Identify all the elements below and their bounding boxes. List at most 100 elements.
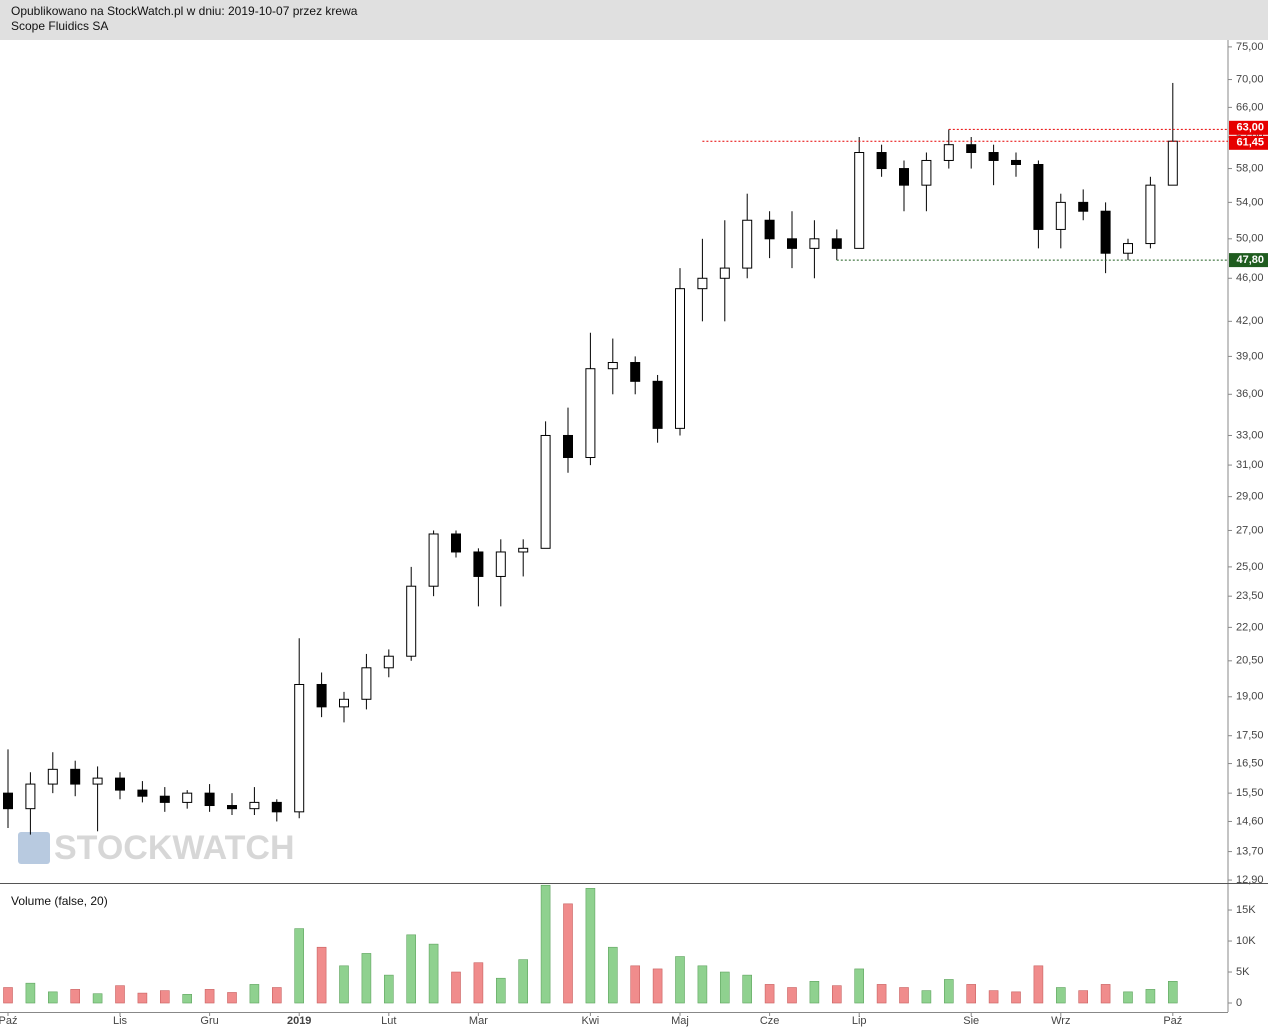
x-tick-label: Maj	[671, 1015, 689, 1027]
candle-body	[227, 805, 237, 810]
y-tick-label: 66,00	[1236, 101, 1264, 113]
volume-bar	[742, 974, 753, 1004]
volume-bar	[943, 979, 954, 1004]
volume-bar	[899, 987, 909, 1004]
candle-body	[1055, 201, 1066, 230]
x-tick-label: Lut	[381, 1015, 396, 1027]
x-tick-label: Lis	[113, 1015, 128, 1027]
volume-bar	[271, 987, 282, 1004]
candle-body	[607, 362, 618, 370]
volume-bar	[47, 991, 58, 1004]
candle-body	[339, 698, 349, 708]
volume-bar	[3, 987, 13, 1004]
candle-body	[1078, 201, 1089, 212]
candle-body	[115, 777, 125, 791]
candle-body	[406, 585, 417, 657]
candle-body	[1167, 140, 1178, 186]
volume-bar	[518, 959, 529, 1004]
volume-bar	[316, 946, 327, 1004]
x-tick-label: Paź	[1163, 1015, 1182, 1027]
y-tick-label: 27,00	[1236, 524, 1264, 536]
candle-body	[1123, 243, 1133, 254]
volume-bar	[876, 984, 887, 1004]
volume-bar	[921, 990, 932, 1004]
level-tag-label: 61,45	[1236, 137, 1264, 149]
volume-bar	[652, 968, 663, 1004]
volume-bar	[1100, 984, 1111, 1004]
candle-body	[249, 801, 260, 810]
candle-body	[518, 547, 529, 553]
volume-title: Volume (false, 20)	[11, 894, 108, 908]
volume-bar	[966, 984, 977, 1004]
volume-bar	[204, 989, 215, 1004]
volume-bar	[25, 982, 36, 1004]
volume-bar	[787, 987, 797, 1004]
candle-body	[1145, 184, 1156, 245]
volume-bar	[160, 990, 170, 1004]
candle-body	[585, 368, 596, 458]
candle-body	[876, 152, 887, 170]
volume-bar	[137, 992, 148, 1004]
candle-body	[697, 277, 708, 290]
candle-body	[294, 683, 305, 813]
y-tick-label: 36,00	[1236, 388, 1264, 400]
candle-body	[764, 219, 775, 240]
volume-bar	[854, 968, 865, 1004]
volume-bar	[361, 953, 372, 1004]
y-tick-label: 23,50	[1236, 590, 1264, 602]
volume-bar	[697, 965, 708, 1004]
candle-body	[361, 667, 372, 700]
candle-body	[92, 777, 103, 785]
y-tick-label: 14,60	[1236, 815, 1264, 827]
x-tick-label: 2019	[287, 1015, 311, 1027]
candle-body	[1100, 210, 1111, 254]
candle-body	[428, 533, 439, 587]
volume-bar	[831, 985, 842, 1004]
y-tick-label: 50,00	[1236, 233, 1264, 245]
candle-body	[204, 792, 215, 807]
candle-body	[1011, 159, 1021, 165]
volume-bar	[809, 981, 820, 1004]
volume-bar	[294, 928, 305, 1004]
candle-body	[831, 238, 842, 249]
candle-body	[966, 144, 977, 154]
volume-bar	[115, 985, 125, 1004]
candle-body	[943, 144, 954, 161]
y-tick-label: 58,00	[1236, 162, 1264, 174]
candle-body	[742, 219, 753, 269]
candle-body	[182, 792, 193, 803]
candle-body	[787, 238, 797, 249]
candle-body	[451, 533, 461, 553]
y-tick-label: 20,50	[1236, 655, 1264, 667]
y-tick-label: 75,00	[1236, 41, 1264, 53]
volume-bar	[383, 974, 394, 1004]
volume-bar	[1168, 981, 1178, 1004]
candle-body	[495, 551, 506, 577]
candle-body	[809, 238, 820, 249]
candle-body	[137, 789, 148, 797]
level-tag-label: 47,80	[1236, 254, 1264, 266]
y-tick-label: 39,00	[1236, 350, 1264, 362]
y-tick-label: 33,00	[1236, 429, 1264, 441]
candle-body	[563, 434, 573, 458]
y-tick-label: 25,00	[1236, 561, 1264, 573]
y-tick-label: 15K	[1236, 904, 1256, 916]
x-tick-label: Kwi	[582, 1015, 600, 1027]
volume-bar	[495, 977, 506, 1004]
x-tick-label: Paź	[0, 1015, 17, 1027]
candle-body	[899, 168, 909, 186]
candle-body	[719, 267, 730, 279]
x-tick-label: Gru	[200, 1015, 218, 1027]
volume-bar	[451, 971, 461, 1004]
volume-bar	[719, 971, 730, 1004]
volume-bar	[607, 946, 618, 1004]
instrument-name: Scope Fluidics SA	[11, 19, 108, 33]
x-tick-label: Cze	[760, 1015, 780, 1027]
candle-body	[70, 768, 81, 785]
candle-body	[1033, 163, 1044, 230]
candle-body	[652, 380, 663, 429]
x-tick-label: Mar	[469, 1015, 488, 1027]
volume-bar	[428, 943, 439, 1004]
y-tick-label: 29,00	[1236, 491, 1264, 503]
